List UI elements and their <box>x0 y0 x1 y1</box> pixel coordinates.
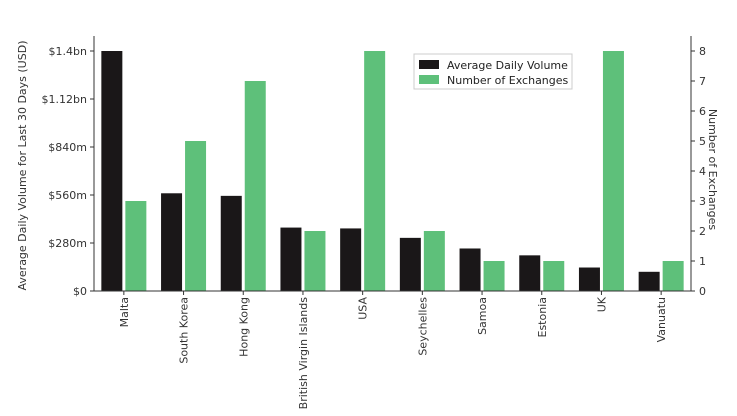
exchanges-bar <box>662 261 684 291</box>
legend-swatch <box>419 75 439 84</box>
exchanges-bar <box>125 201 147 291</box>
x-tick-label: British Virgin Islands <box>297 297 310 410</box>
volume-bar <box>161 193 183 291</box>
y2-tick-label: 5 <box>699 135 706 148</box>
y2-tick-label: 4 <box>699 165 706 178</box>
exchanges-bar <box>304 231 326 291</box>
exchanges-bar <box>483 261 505 291</box>
y-tick-label: $280m <box>48 237 87 250</box>
volume-bar <box>459 248 481 291</box>
volume-bar <box>399 237 421 291</box>
exchanges-bar <box>364 51 386 291</box>
x-tick-label: Estonia <box>536 297 549 338</box>
legend-label: Average Daily Volume <box>447 59 568 72</box>
exchanges-bar <box>185 141 207 291</box>
y2-tick-label: 1 <box>699 255 706 268</box>
x-tick-label: Vanuatu <box>655 297 668 342</box>
y-tick-label: $1.4bn <box>49 45 87 58</box>
volume-bar <box>638 271 660 291</box>
y2-tick-label: 7 <box>699 75 706 88</box>
y-tick-label: $840m <box>48 141 87 154</box>
exchanges-bar <box>543 261 565 291</box>
volume-bar <box>101 51 123 291</box>
y2-tick-label: 6 <box>699 105 706 118</box>
legend: Average Daily Volume Number of Exchanges <box>413 53 573 90</box>
legend-swatch <box>419 60 439 69</box>
exchanges-bar <box>423 231 445 291</box>
volume-bar <box>220 195 242 291</box>
bars-layer <box>101 51 684 291</box>
y2-tick-label: 0 <box>699 285 706 298</box>
x-tick-label: Malta <box>118 297 131 327</box>
y2-tick-label: 2 <box>699 225 706 238</box>
y-tick-label: $1.12bn <box>42 93 87 106</box>
exchanges-bar <box>244 81 266 291</box>
x-tick-label: UK <box>595 296 608 312</box>
y-tick-label: $0 <box>73 285 87 298</box>
x-tick-label: South Korea <box>178 297 191 364</box>
y2-axis-title: Number of Exchanges <box>706 109 719 231</box>
y-axis-title: Average Daily Volume for Last 30 Days (U… <box>16 41 29 291</box>
y2-tick-label: 8 <box>699 45 706 58</box>
legend-box <box>413 53 573 90</box>
legend-label: Number of Exchanges <box>447 74 569 87</box>
x-tick-label: Hong Kong <box>237 297 250 357</box>
x-tick-label: Samoa <box>476 297 489 335</box>
y2-tick-label: 3 <box>699 195 706 208</box>
volume-bar <box>280 227 302 291</box>
volume-bar <box>519 255 541 291</box>
axes-layer: Malta South Korea Hong Kong British Virgin … <box>16 36 719 409</box>
volume-bar <box>578 267 600 291</box>
exchanges-bar <box>602 51 624 291</box>
y-tick-label: $560m <box>48 189 87 202</box>
x-tick-label: Seychelles <box>416 297 429 356</box>
x-tick-label: USA <box>357 297 370 320</box>
volume-bar <box>340 228 362 291</box>
